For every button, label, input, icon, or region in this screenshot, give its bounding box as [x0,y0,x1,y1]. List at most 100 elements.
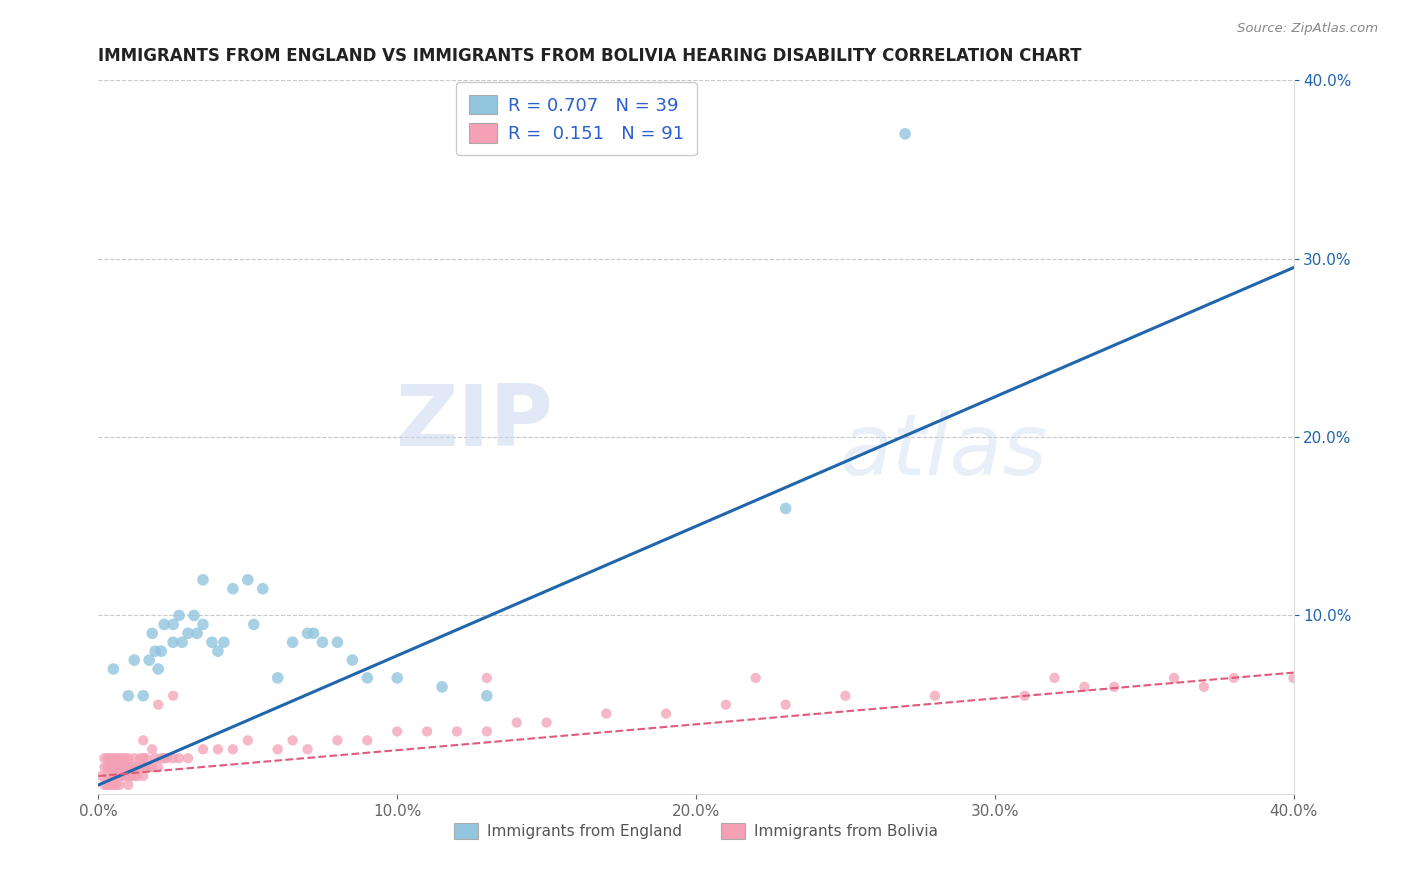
Point [183,608,205,623]
Point [124,769,146,783]
Point [148,662,170,676]
Point [506,715,529,730]
Point [297,626,319,640]
Point [132,751,155,765]
Point [108,760,131,774]
Point [141,760,163,774]
Point [105,769,128,783]
Point [385,671,409,685]
Point [98,769,122,783]
Point [103,751,125,765]
Point [162,617,184,632]
Point [167,608,190,623]
Point [297,742,319,756]
Point [120,760,142,774]
Point [326,635,349,649]
Point [114,751,136,765]
Point [775,501,797,516]
Point [243,617,266,632]
Point [143,644,166,658]
Point [124,751,146,765]
Point [132,769,155,783]
Point [138,760,160,774]
Point [252,582,274,596]
Point [132,689,155,703]
Point [172,635,194,649]
Point [108,751,131,765]
Point [150,751,173,765]
Point [141,742,163,756]
Point [114,769,136,783]
Point [356,671,378,685]
Point [96,769,118,783]
Point [1223,671,1246,685]
Point [212,635,235,649]
Point [103,760,125,774]
Point [96,760,118,774]
Point [416,724,439,739]
Point [129,760,152,774]
Point [150,644,173,658]
Point [120,769,142,783]
Point [117,760,139,774]
Point [267,671,290,685]
Point [148,760,170,774]
Point [1014,689,1036,703]
Point [281,635,304,649]
Point [834,689,856,703]
Point [595,706,617,721]
Point [162,635,184,649]
Point [108,778,131,792]
Point [105,778,128,792]
Point [111,751,134,765]
Point [302,626,325,640]
Point [135,760,157,774]
Point [222,742,245,756]
Point [114,760,136,774]
Point [98,778,122,792]
Point [111,769,134,783]
Point [108,769,131,783]
Point [96,751,118,765]
Point [98,751,122,765]
Text: atlas: atlas [839,409,1047,493]
Text: ZIP: ZIP [395,381,553,465]
Point [138,653,160,667]
Point [124,760,146,774]
Point [148,698,170,712]
Point [655,706,678,721]
Point [1073,680,1095,694]
Point [105,751,128,765]
Point [124,653,146,667]
Point [475,689,498,703]
Point [117,751,139,765]
Point [191,573,214,587]
Point [135,751,157,765]
Point [90,769,112,783]
Point [714,698,737,712]
Point [446,724,468,739]
Point [342,653,364,667]
Point [267,742,290,756]
Point [326,733,349,747]
Legend: Immigrants from England, Immigrants from Bolivia: Immigrants from England, Immigrants from… [446,815,946,847]
Point [201,635,224,649]
Point [117,689,139,703]
Point [93,760,115,774]
Point [207,644,229,658]
Point [222,582,245,596]
Point [475,671,498,685]
Point [129,751,152,765]
Point [132,733,155,747]
Point [745,671,768,685]
Point [156,751,179,765]
Point [127,760,149,774]
Point [177,751,200,765]
Point [191,742,214,756]
Point [281,733,304,747]
Point [385,724,409,739]
Point [143,751,166,765]
Point [775,698,797,712]
Text: IMMIGRANTS FROM ENGLAND VS IMMIGRANTS FROM BOLIVIA HEARING DISABILITY CORRELATIO: IMMIGRANTS FROM ENGLAND VS IMMIGRANTS FR… [98,47,1083,65]
Point [117,778,139,792]
